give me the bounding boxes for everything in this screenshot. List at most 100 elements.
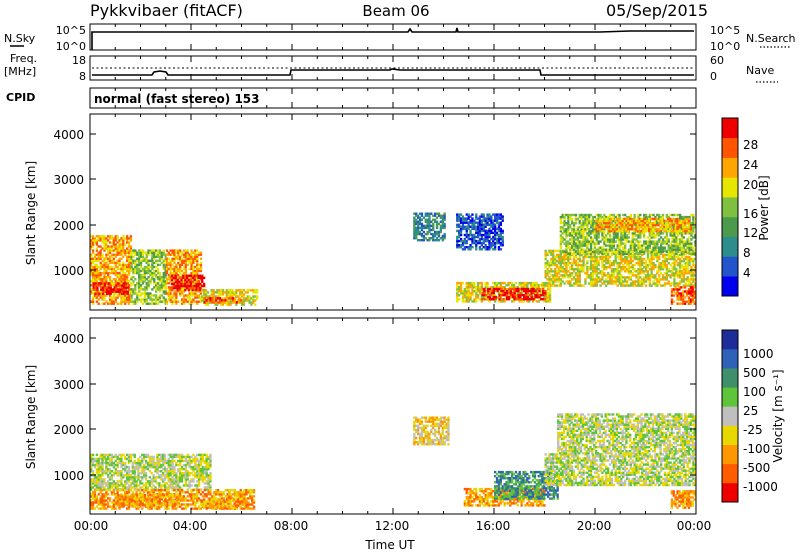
power-cell [620, 259, 623, 263]
power-cell [497, 213, 501, 216]
nsky-tick-bottom: 10^0 [56, 40, 86, 53]
power-cell [478, 233, 482, 237]
power-cell [674, 227, 677, 231]
power-cell [122, 247, 125, 250]
power-cell [103, 302, 106, 305]
power-cell [650, 263, 653, 267]
power-cell [684, 240, 687, 243]
power-cell [420, 224, 424, 228]
power-cell [554, 284, 557, 287]
power-cell [199, 265, 203, 269]
power-cell [130, 296, 133, 299]
power-cell [654, 234, 657, 237]
power-cell [675, 255, 678, 259]
power-cell [139, 251, 143, 254]
power-cell [520, 290, 523, 293]
power-cell [663, 236, 667, 239]
power-cell [435, 237, 439, 240]
power-cell [170, 288, 174, 292]
power-cell [99, 245, 102, 248]
power-cell [254, 295, 257, 298]
power-cell [118, 253, 121, 256]
power-cell [550, 268, 553, 271]
power-cell [179, 294, 182, 297]
power-cell [175, 298, 178, 301]
power-cell [158, 251, 162, 254]
power-cell [156, 249, 160, 252]
power-cell [199, 300, 203, 303]
power-cell [555, 276, 559, 279]
power-cell [182, 261, 186, 265]
power-cell [565, 280, 568, 283]
power-cell [517, 295, 520, 299]
power-cell [625, 229, 628, 233]
power-cell [134, 278, 137, 281]
power-cell [492, 225, 495, 228]
power-cell [162, 265, 165, 269]
power-cell [99, 273, 102, 277]
power-cell [542, 287, 545, 291]
power-cell [126, 298, 129, 301]
power-cell [688, 263, 691, 267]
power-cell [604, 219, 607, 223]
power-cell [643, 217, 646, 221]
power-cell [173, 278, 176, 281]
power-cell [635, 250, 638, 253]
power-cell [608, 278, 612, 281]
power-cell [112, 245, 115, 248]
power-cell [603, 248, 606, 251]
power-cell [105, 257, 108, 260]
power-cell [162, 261, 165, 265]
power-cell [572, 236, 576, 239]
power-cell [661, 223, 664, 227]
power-cell [576, 232, 579, 235]
power-cell [494, 294, 497, 297]
power-cell [118, 292, 121, 295]
power-cell [482, 217, 485, 220]
power-cell [582, 250, 585, 253]
power-cell [616, 255, 619, 259]
power-cell [497, 248, 501, 251]
power-cell [182, 294, 186, 297]
power-cell [685, 292, 689, 295]
power-cell [648, 261, 651, 265]
power-cell [552, 251, 555, 255]
power-cell [578, 222, 581, 225]
power-cell [686, 272, 689, 275]
cpid-label: CPID [6, 91, 35, 104]
power-cell [145, 269, 148, 273]
power-cell [194, 300, 197, 303]
power-cell [191, 284, 194, 288]
power-cell [233, 299, 237, 302]
power-cell [522, 286, 525, 289]
power-cell [624, 244, 627, 247]
power-cell [156, 251, 160, 254]
power-cell [637, 215, 640, 219]
power-cell [582, 284, 585, 287]
power-cell [120, 263, 123, 267]
power-cell [565, 222, 568, 225]
power-cell [143, 300, 146, 303]
power-cell [608, 246, 612, 249]
power-cell [195, 288, 198, 292]
power-cell [147, 261, 150, 265]
power-cell [126, 282, 129, 285]
power-cell [546, 284, 549, 287]
power-cell [165, 302, 169, 305]
power-cell [561, 222, 564, 225]
power-cell [651, 227, 655, 231]
power-cell [441, 234, 444, 238]
power-cell [559, 263, 562, 267]
power-cell [93, 255, 97, 258]
power-cell [536, 287, 539, 291]
power-cell [596, 219, 600, 223]
power-cell [107, 245, 110, 248]
power-cell [497, 281, 501, 285]
power-cell [108, 259, 112, 262]
power-cell [420, 214, 424, 217]
power-cell [591, 222, 595, 225]
power-cell [111, 288, 114, 291]
power-cell [443, 214, 446, 217]
power-cell [604, 221, 607, 225]
power-cell [155, 276, 158, 279]
